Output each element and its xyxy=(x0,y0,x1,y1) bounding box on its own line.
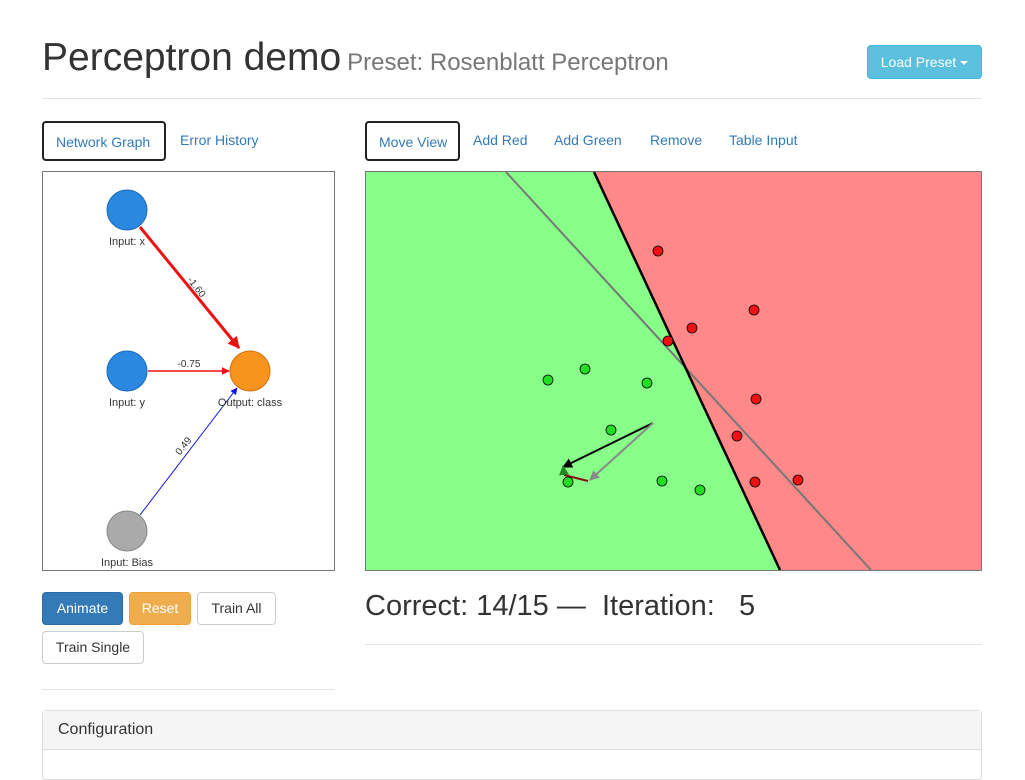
update-vector-line xyxy=(563,474,589,482)
tab-remove[interactable]: Remove xyxy=(638,121,714,161)
green-point[interactable] xyxy=(562,476,574,488)
tab-move-view[interactable]: Move View xyxy=(365,121,460,161)
correct-label: Correct: xyxy=(365,590,469,622)
previous-weight-vector-arrow xyxy=(589,422,654,481)
green-point[interactable] xyxy=(542,374,554,386)
tab-error-history[interactable]: Error History xyxy=(168,121,271,161)
green-point[interactable] xyxy=(641,377,653,389)
tab-label: Add Green xyxy=(554,132,622,148)
green-point[interactable] xyxy=(579,363,591,375)
configuration-panel: Configuration xyxy=(42,710,982,780)
tab-label: Move View xyxy=(379,134,448,150)
node-label-y: Input: y xyxy=(109,397,146,409)
red-point[interactable] xyxy=(652,245,664,257)
iteration-value: 5 xyxy=(738,590,756,622)
configuration-title: Configuration xyxy=(58,721,154,738)
tab-label: Add Red xyxy=(473,132,528,148)
tab-label: Table Input xyxy=(729,132,798,148)
left-divider xyxy=(42,689,335,690)
decision-plot-panel[interactable] xyxy=(365,171,982,571)
caret-down-icon xyxy=(960,61,969,66)
tab-add-red[interactable]: Add Red xyxy=(461,121,539,161)
tab-table-input[interactable]: Table Input xyxy=(717,121,810,161)
iteration-label: Iteration: xyxy=(601,590,715,622)
train-single-label: Train Single xyxy=(55,639,131,655)
decision-boundary-line xyxy=(592,172,782,570)
training-status: Correct: 14/15 — Iteration: 5 xyxy=(365,590,755,623)
preset-subtitle: Preset: Rosenblatt Perceptron xyxy=(347,49,669,76)
red-point[interactable] xyxy=(662,335,674,347)
correct-value: 14/15 xyxy=(476,590,549,622)
configuration-panel-header[interactable]: Configuration xyxy=(43,711,981,750)
train-all-label: Train All xyxy=(211,600,262,616)
load-preset-button[interactable]: Load Preset xyxy=(867,45,982,79)
tab-label: Network Graph xyxy=(56,134,151,150)
weight-label-y: -0.75 xyxy=(178,359,201,370)
status-divider xyxy=(365,644,982,645)
network-graph-panel: -1.60 -0.75 0.49 Input: x Input: y Input… xyxy=(42,171,335,571)
status-separator: — xyxy=(556,590,586,622)
green-point[interactable] xyxy=(694,484,706,496)
tab-network-graph[interactable]: Network Graph xyxy=(42,121,166,161)
animate-button[interactable]: Animate xyxy=(42,592,123,625)
green-point[interactable] xyxy=(605,424,617,436)
red-point[interactable] xyxy=(748,304,760,316)
red-point[interactable] xyxy=(750,393,762,405)
input-node-y[interactable] xyxy=(106,350,148,392)
train-all-button[interactable]: Train All xyxy=(197,592,276,625)
tab-add-green[interactable]: Add Green xyxy=(542,121,634,161)
tab-label: Error History xyxy=(180,132,259,148)
train-single-button[interactable]: Train Single xyxy=(42,631,144,664)
header-divider xyxy=(42,98,982,99)
load-preset-label: Load Preset xyxy=(880,54,957,70)
input-node-x[interactable] xyxy=(106,189,148,231)
network-graph-svg: -1.60 -0.75 0.49 Input: x Input: y Input… xyxy=(101,189,283,569)
previous-boundary-line xyxy=(505,172,872,570)
output-node[interactable] xyxy=(229,350,271,392)
decision-plot-svg[interactable] xyxy=(366,172,981,570)
title-text: Perceptron demo xyxy=(42,36,342,79)
red-point[interactable] xyxy=(792,474,804,486)
tab-label: Remove xyxy=(650,132,703,148)
edge-bias-to-output xyxy=(139,387,238,516)
weight-vector-arrow xyxy=(562,422,654,468)
update-vector-arrow xyxy=(559,465,569,476)
node-label-x: Input: x xyxy=(109,236,146,248)
animate-label: Animate xyxy=(56,600,109,616)
weight-label-bias: 0.49 xyxy=(174,435,195,457)
red-point[interactable] xyxy=(731,430,743,442)
page-title: Perceptron demo Preset: Rosenblatt Percep… xyxy=(42,36,669,80)
reset-label: Reset xyxy=(141,600,179,616)
red-point[interactable] xyxy=(749,476,761,488)
red-point[interactable] xyxy=(686,322,698,334)
edge-x-to-output xyxy=(138,226,241,349)
node-label-bias: Input: Bias xyxy=(101,557,153,569)
red-region xyxy=(594,172,981,570)
node-label-output: Output: class xyxy=(218,397,283,409)
reset-button[interactable]: Reset xyxy=(129,592,191,625)
input-node-bias[interactable] xyxy=(106,510,148,552)
green-point[interactable] xyxy=(656,475,668,487)
